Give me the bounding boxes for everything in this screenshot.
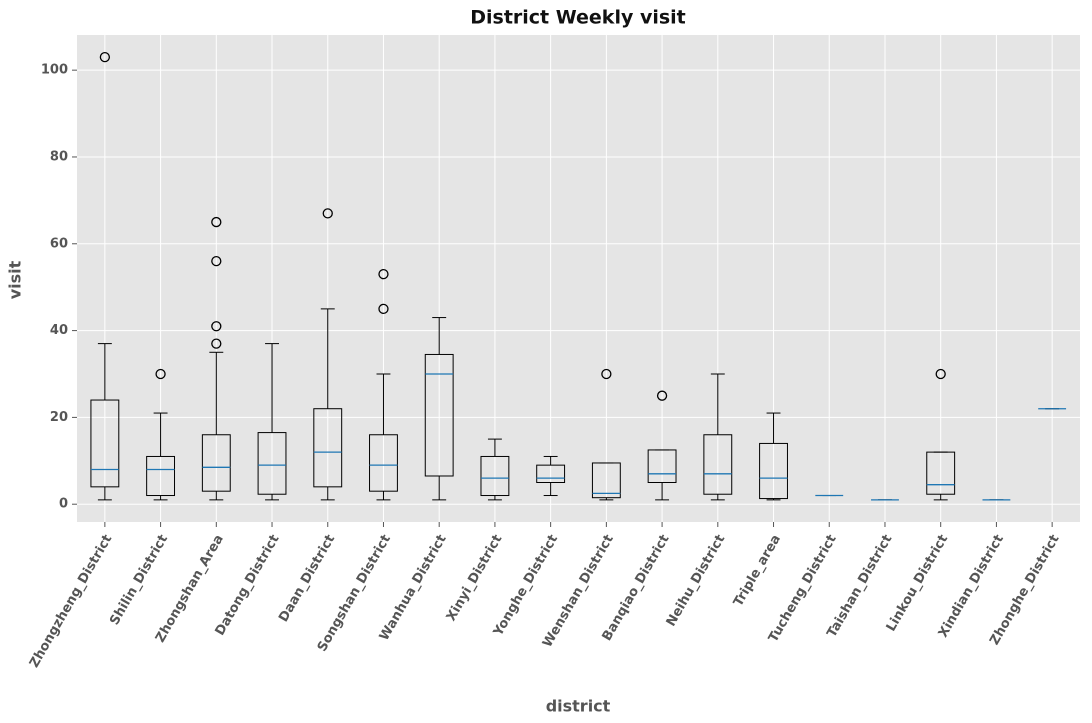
outlier bbox=[378, 303, 389, 315]
x-axis-label: district bbox=[546, 697, 611, 716]
outlier bbox=[155, 368, 166, 380]
outlier bbox=[601, 368, 612, 380]
box bbox=[90, 399, 120, 488]
y-tick-label: 0 bbox=[59, 497, 68, 512]
box bbox=[257, 432, 287, 495]
x-tick-label: Linkou_District bbox=[884, 532, 951, 634]
box bbox=[369, 434, 398, 492]
outlier bbox=[211, 255, 222, 267]
box bbox=[201, 434, 231, 492]
chart-title: District Weekly visit bbox=[470, 7, 686, 29]
box bbox=[424, 353, 454, 477]
x-tick-label: Datong_District bbox=[213, 532, 283, 638]
outlier bbox=[211, 321, 222, 332]
x-tick-label: Xinyi_District bbox=[444, 532, 506, 624]
box bbox=[536, 464, 566, 484]
y-tick-label: 20 bbox=[50, 410, 68, 425]
box bbox=[759, 442, 788, 500]
box bbox=[591, 462, 621, 499]
y-tick-label: 60 bbox=[50, 236, 68, 251]
y-tick-label: 100 bbox=[41, 63, 68, 78]
outlier bbox=[322, 208, 333, 219]
box bbox=[146, 455, 176, 497]
box bbox=[647, 449, 677, 484]
box bbox=[480, 455, 510, 497]
plot-area bbox=[77, 35, 1080, 522]
marks bbox=[90, 51, 1067, 501]
y-tick-label: 40 bbox=[50, 323, 68, 338]
outlier bbox=[935, 368, 946, 380]
y-axis-label: visit bbox=[6, 260, 25, 299]
outlier bbox=[211, 216, 222, 228]
x-tick-label: Neihu_District bbox=[664, 532, 729, 629]
box bbox=[703, 434, 733, 495]
outlier bbox=[211, 338, 222, 349]
outlier bbox=[378, 269, 389, 280]
outlier bbox=[99, 51, 111, 63]
box bbox=[926, 451, 956, 495]
y-tick-label: 80 bbox=[50, 149, 68, 164]
x-tick-label: Daan_District bbox=[276, 532, 338, 624]
x-tick-label: Zhongzheng_District bbox=[27, 532, 115, 670]
x-tick-label: Triple_area bbox=[731, 532, 784, 609]
outlier bbox=[656, 390, 668, 401]
box bbox=[313, 408, 343, 488]
x-tick-label: Shilin_District bbox=[107, 532, 171, 628]
